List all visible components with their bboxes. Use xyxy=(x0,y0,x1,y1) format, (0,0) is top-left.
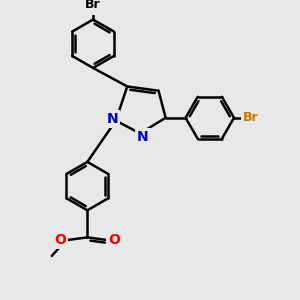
Text: Br: Br xyxy=(243,111,259,124)
Text: N: N xyxy=(106,112,118,126)
Text: O: O xyxy=(54,233,66,247)
Text: O: O xyxy=(109,233,120,247)
Text: N: N xyxy=(137,130,149,144)
Text: Br: Br xyxy=(85,0,101,11)
